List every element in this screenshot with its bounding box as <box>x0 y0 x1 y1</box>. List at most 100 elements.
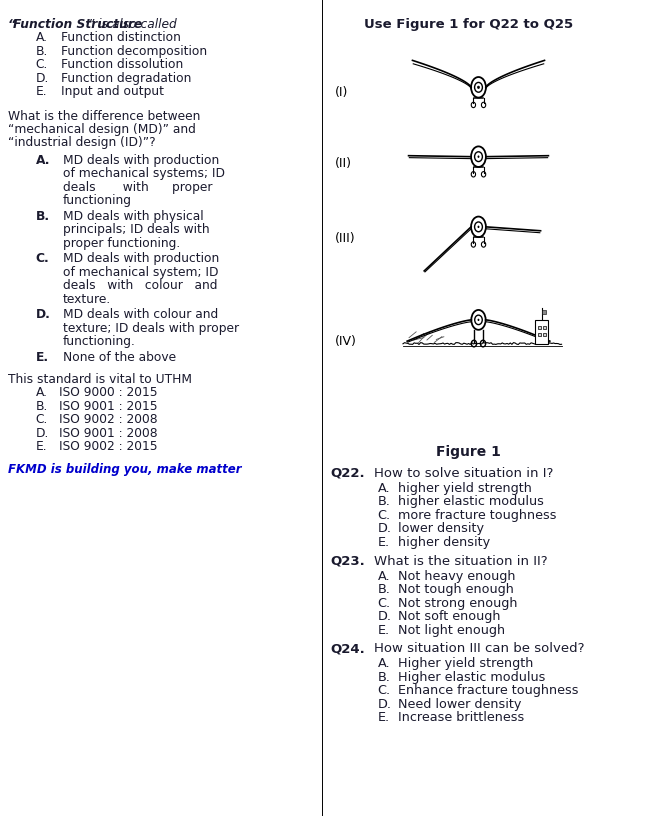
Text: Q23.: Q23. <box>331 555 365 568</box>
Text: B.: B. <box>378 495 391 508</box>
Text: A.: A. <box>36 386 48 399</box>
Text: D.: D. <box>378 698 392 711</box>
Text: What is the situation in II?: What is the situation in II? <box>374 555 548 568</box>
Text: B.: B. <box>378 583 391 596</box>
Text: This standard is vital to UTHM: This standard is vital to UTHM <box>8 373 192 386</box>
Text: C.: C. <box>36 252 49 265</box>
Text: E.: E. <box>378 712 390 724</box>
Text: principals; ID deals with: principals; ID deals with <box>63 224 210 237</box>
Text: Higher yield strength: Higher yield strength <box>398 658 534 670</box>
Text: texture.: texture. <box>63 293 111 306</box>
Text: C.: C. <box>378 597 391 610</box>
Text: E.: E. <box>378 536 390 548</box>
Text: (I): (I) <box>335 86 349 99</box>
Text: What is the difference between: What is the difference between <box>8 109 201 122</box>
Text: Function degradation: Function degradation <box>61 72 191 85</box>
Text: Input and output: Input and output <box>61 85 163 98</box>
Circle shape <box>477 86 479 89</box>
Text: “mechanical design (MD)” and: “mechanical design (MD)” and <box>8 123 196 136</box>
Text: MD deals with colour and: MD deals with colour and <box>63 308 218 322</box>
Text: MD deals with physical: MD deals with physical <box>63 210 204 223</box>
Text: Q22.: Q22. <box>331 467 365 480</box>
Text: Function decomposition: Function decomposition <box>61 45 206 58</box>
Text: B.: B. <box>36 400 48 413</box>
Text: Not light enough: Not light enough <box>398 624 506 636</box>
Text: Function dissolution: Function dissolution <box>61 58 183 71</box>
Text: ” is also called: ” is also called <box>88 18 176 31</box>
Text: Increase brittleness: Increase brittleness <box>398 712 525 724</box>
Text: functioning.: functioning. <box>63 335 136 348</box>
Text: B.: B. <box>378 671 391 684</box>
Bar <box>538 326 541 330</box>
Bar <box>543 326 546 330</box>
Text: Figure 1: Figure 1 <box>436 445 501 459</box>
Text: Use Figure 1 for Q22 to Q25: Use Figure 1 for Q22 to Q25 <box>364 18 574 31</box>
Text: B.: B. <box>36 210 50 223</box>
Text: Need lower density: Need lower density <box>398 698 522 711</box>
Text: deals   with   colour   and: deals with colour and <box>63 279 217 292</box>
Circle shape <box>478 319 479 321</box>
Text: lower density: lower density <box>398 522 484 535</box>
Text: proper functioning.: proper functioning. <box>63 237 180 250</box>
Circle shape <box>477 226 479 228</box>
Text: FKMD is building you, make matter: FKMD is building you, make matter <box>8 463 242 476</box>
Text: C.: C. <box>378 509 391 521</box>
Bar <box>535 320 548 344</box>
Text: functioning: functioning <box>63 194 132 207</box>
Text: How situation III can be solved?: How situation III can be solved? <box>374 642 585 655</box>
Text: ISO 9002 : 2008: ISO 9002 : 2008 <box>59 413 157 426</box>
Bar <box>543 333 546 336</box>
Text: higher yield strength: higher yield strength <box>398 481 533 494</box>
Text: Not soft enough: Not soft enough <box>398 610 501 623</box>
Text: C.: C. <box>378 684 391 697</box>
Text: None of the above: None of the above <box>63 351 176 363</box>
Text: higher elastic modulus: higher elastic modulus <box>398 495 544 508</box>
Text: D.: D. <box>36 308 51 322</box>
Text: C.: C. <box>36 413 48 426</box>
Bar <box>542 310 546 314</box>
Text: of mechanical system; ID: of mechanical system; ID <box>63 266 219 279</box>
Text: (III): (III) <box>335 232 356 245</box>
Text: How to solve situation in I?: How to solve situation in I? <box>374 467 554 480</box>
Text: B.: B. <box>36 45 48 58</box>
Text: D.: D. <box>378 610 392 623</box>
Text: (IV): (IV) <box>335 335 357 348</box>
Text: ISO 9001 : 2015: ISO 9001 : 2015 <box>59 400 157 413</box>
Text: ISO 9000 : 2015: ISO 9000 : 2015 <box>59 386 157 399</box>
Text: of mechanical systems; ID: of mechanical systems; ID <box>63 167 225 180</box>
Text: MD deals with production: MD deals with production <box>63 252 219 265</box>
Text: “: “ <box>8 18 16 31</box>
Text: A.: A. <box>36 154 50 167</box>
Text: D.: D. <box>36 72 49 85</box>
Text: D.: D. <box>378 522 392 535</box>
Text: MD deals with production: MD deals with production <box>63 154 219 167</box>
Text: E.: E. <box>36 85 48 98</box>
Circle shape <box>477 155 479 158</box>
Text: Function distinction: Function distinction <box>61 31 180 44</box>
Text: A.: A. <box>36 31 48 44</box>
Text: Not heavy enough: Not heavy enough <box>398 570 516 583</box>
Text: more fracture toughness: more fracture toughness <box>398 509 557 521</box>
Text: deals       with      proper: deals with proper <box>63 181 213 194</box>
Text: ISO 9002 : 2015: ISO 9002 : 2015 <box>59 440 157 453</box>
Text: ISO 9001 : 2008: ISO 9001 : 2008 <box>59 427 157 440</box>
Text: C.: C. <box>36 58 48 71</box>
Text: A.: A. <box>378 658 390 670</box>
Text: Higher elastic modulus: Higher elastic modulus <box>398 671 546 684</box>
Text: higher density: higher density <box>398 536 491 548</box>
Text: A.: A. <box>378 481 390 494</box>
Text: Q24.: Q24. <box>331 642 365 655</box>
Text: (II): (II) <box>335 157 352 170</box>
Text: Not strong enough: Not strong enough <box>398 597 518 610</box>
Text: Function Structure: Function Structure <box>13 18 142 31</box>
Text: E.: E. <box>378 624 390 636</box>
Text: Not tough enough: Not tough enough <box>398 583 514 596</box>
Bar <box>538 333 541 336</box>
Text: D.: D. <box>36 427 49 440</box>
Text: texture; ID deals with proper: texture; ID deals with proper <box>63 322 240 335</box>
Text: E.: E. <box>36 440 48 453</box>
Text: “industrial design (ID)”?: “industrial design (ID)”? <box>8 136 156 149</box>
Text: A.: A. <box>378 570 390 583</box>
Text: E.: E. <box>36 351 49 363</box>
Text: Enhance fracture toughness: Enhance fracture toughness <box>398 684 579 697</box>
